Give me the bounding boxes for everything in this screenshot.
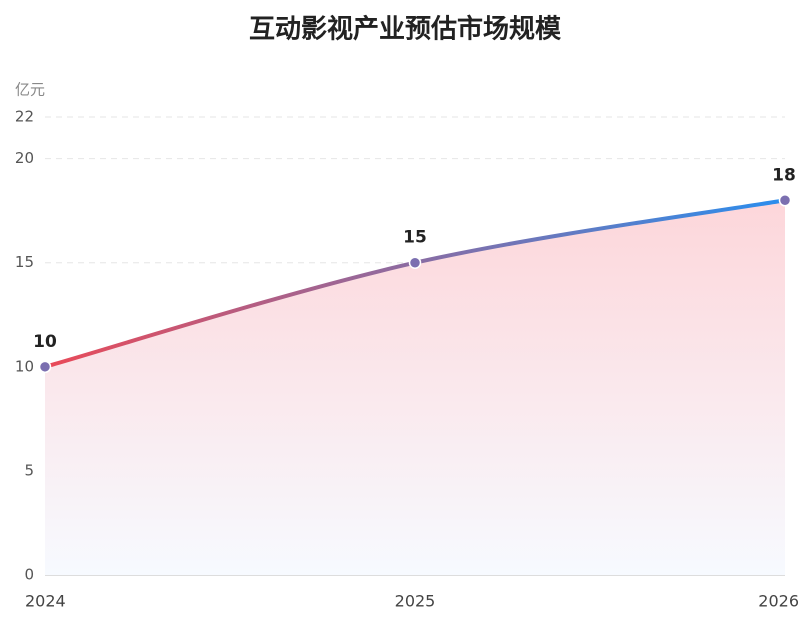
point	[778, 194, 792, 207]
x-tick-label: 2025	[395, 592, 436, 611]
y-tick-label: 10	[15, 357, 34, 375]
y-tick-label: 5	[24, 461, 34, 479]
data-label: 18	[772, 165, 796, 185]
data-label: 15	[403, 228, 427, 248]
y-axis-label: 亿元	[15, 81, 45, 99]
x-tick-label: 2026	[758, 592, 799, 611]
point	[38, 360, 52, 374]
x-tick-label: 2024	[25, 592, 66, 611]
point	[408, 256, 422, 269]
y-tick-label: 15	[15, 253, 34, 271]
y-tick-label: 20	[15, 149, 34, 167]
chart-title: 互动影视产业预估市场规模	[249, 14, 562, 45]
y-tick-label: 0	[24, 566, 34, 584]
y-tick-label: 22	[15, 108, 34, 126]
area	[45, 200, 785, 576]
data-label: 10	[33, 332, 57, 352]
